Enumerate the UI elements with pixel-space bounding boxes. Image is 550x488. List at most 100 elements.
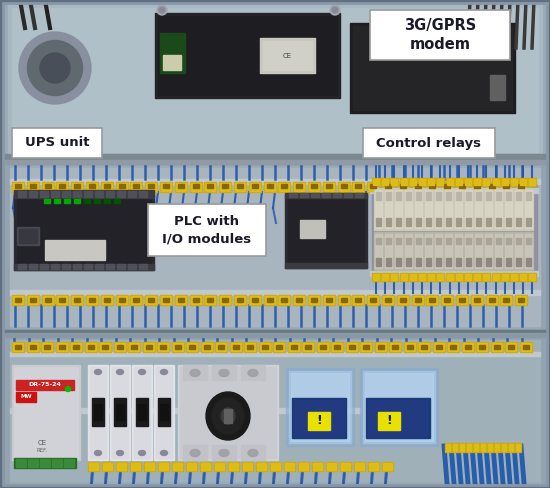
Bar bbox=[327, 463, 336, 470]
Bar bbox=[326, 298, 332, 302]
Bar bbox=[488, 444, 492, 451]
Bar bbox=[252, 298, 258, 302]
Bar bbox=[383, 296, 393, 304]
Bar bbox=[117, 463, 126, 470]
Bar bbox=[10, 352, 540, 356]
Bar bbox=[288, 342, 300, 352]
Bar bbox=[256, 462, 267, 471]
Bar bbox=[145, 182, 157, 192]
Bar bbox=[28, 296, 38, 304]
Bar bbox=[492, 343, 502, 351]
Bar bbox=[444, 298, 450, 302]
Bar bbox=[430, 184, 436, 188]
Text: UPS unit: UPS unit bbox=[25, 137, 89, 149]
Bar bbox=[10, 340, 540, 483]
Bar bbox=[146, 345, 151, 349]
Bar bbox=[332, 343, 342, 351]
Bar bbox=[385, 184, 391, 188]
Bar bbox=[101, 182, 113, 192]
Bar bbox=[30, 184, 36, 188]
Bar bbox=[432, 342, 444, 352]
Bar bbox=[316, 342, 328, 352]
Bar bbox=[515, 443, 521, 452]
Bar bbox=[128, 342, 140, 352]
Bar bbox=[146, 183, 156, 191]
Bar bbox=[454, 232, 463, 270]
Bar bbox=[412, 296, 422, 304]
Bar bbox=[446, 258, 451, 266]
Bar bbox=[454, 188, 463, 230]
Bar bbox=[116, 462, 127, 471]
Bar bbox=[106, 191, 114, 197]
Bar bbox=[289, 371, 351, 443]
Bar bbox=[326, 462, 337, 471]
Bar bbox=[340, 462, 351, 471]
Bar bbox=[323, 182, 335, 192]
Bar bbox=[421, 345, 427, 349]
Bar bbox=[409, 273, 417, 281]
Ellipse shape bbox=[248, 369, 258, 377]
Bar bbox=[366, 398, 430, 438]
Bar bbox=[205, 296, 216, 304]
Bar bbox=[14, 190, 154, 198]
Bar bbox=[436, 258, 441, 266]
Text: 3G/GPRS
modem: 3G/GPRS modem bbox=[404, 18, 476, 52]
Bar bbox=[394, 188, 403, 230]
Bar bbox=[466, 218, 471, 226]
Ellipse shape bbox=[157, 5, 167, 15]
Bar bbox=[504, 232, 513, 270]
Bar bbox=[435, 234, 442, 268]
Ellipse shape bbox=[139, 450, 146, 455]
Bar bbox=[131, 463, 140, 470]
Bar bbox=[530, 179, 535, 185]
Bar bbox=[419, 179, 425, 185]
Bar bbox=[104, 298, 110, 302]
Bar bbox=[131, 183, 141, 191]
Bar bbox=[290, 345, 296, 349]
Bar bbox=[294, 183, 304, 191]
Bar bbox=[484, 232, 493, 270]
Bar bbox=[463, 343, 472, 351]
Bar bbox=[473, 273, 481, 281]
Bar bbox=[400, 178, 408, 186]
Bar bbox=[444, 188, 453, 230]
Bar bbox=[529, 273, 536, 281]
Bar bbox=[473, 443, 479, 452]
Bar bbox=[355, 463, 364, 470]
Bar bbox=[158, 462, 169, 471]
Bar bbox=[72, 183, 82, 191]
FancyBboxPatch shape bbox=[148, 204, 266, 256]
Bar bbox=[160, 33, 185, 73]
Bar bbox=[8, 4, 542, 156]
Bar bbox=[406, 258, 411, 266]
Bar bbox=[242, 462, 253, 471]
Bar bbox=[104, 184, 110, 188]
Ellipse shape bbox=[65, 386, 70, 391]
Text: PLC with
I/O modules: PLC with I/O modules bbox=[162, 215, 251, 245]
Bar bbox=[400, 274, 406, 280]
Bar bbox=[95, 191, 103, 197]
Bar bbox=[520, 342, 531, 352]
Bar bbox=[86, 295, 98, 305]
Bar bbox=[144, 462, 155, 471]
Bar bbox=[496, 192, 501, 200]
Bar bbox=[501, 443, 507, 452]
Bar bbox=[282, 184, 288, 188]
Ellipse shape bbox=[19, 32, 91, 104]
Bar bbox=[27, 295, 39, 305]
Bar bbox=[138, 404, 146, 420]
Bar bbox=[130, 295, 142, 305]
Bar bbox=[385, 190, 392, 228]
Bar bbox=[464, 178, 472, 186]
Bar bbox=[155, 13, 340, 98]
Bar bbox=[465, 274, 471, 280]
Bar bbox=[326, 184, 332, 188]
Bar bbox=[134, 298, 139, 302]
Bar bbox=[425, 234, 432, 268]
Bar bbox=[503, 184, 509, 188]
Ellipse shape bbox=[161, 369, 168, 374]
Bar bbox=[17, 198, 151, 267]
Bar bbox=[324, 183, 334, 191]
Bar bbox=[519, 178, 527, 186]
Bar bbox=[529, 178, 536, 186]
